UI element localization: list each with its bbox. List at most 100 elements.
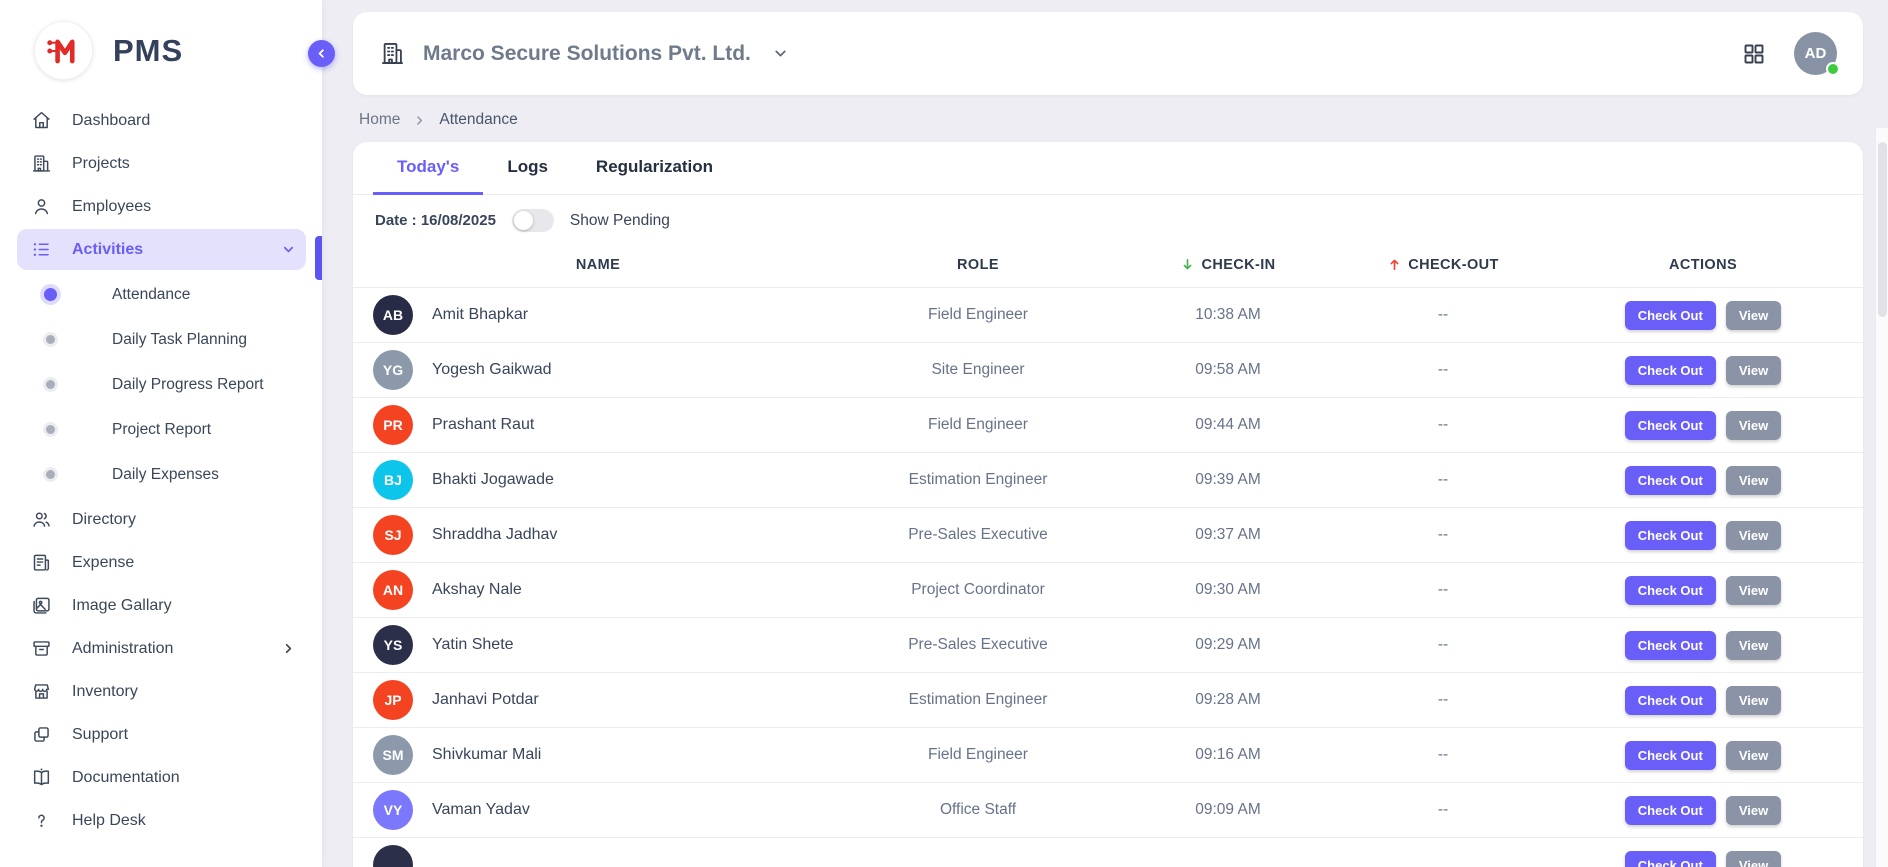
check-out-button[interactable]: Check Out [1624, 575, 1716, 605]
checkin-time: 09:29 AM [1195, 636, 1261, 653]
sidebar-item-projects[interactable]: Projects [17, 143, 306, 184]
sidebar-subitem-daily-task-planning[interactable]: Daily Task Planning [0, 317, 322, 362]
date-label: Date : 16/08/2025 [375, 212, 496, 229]
sidebar-item-label: Image Gallary [72, 596, 172, 614]
scrollbar-thumb[interactable] [1878, 142, 1887, 317]
table-row: YS Yatin Shete Pre-Sales Executive 09:29… [353, 618, 1863, 673]
sidebar-item-directory[interactable]: Directory [17, 499, 306, 540]
table-header: NAME ROLE CHECK-IN CHECK-OUT ACTIONS [353, 242, 1863, 288]
archive-icon [31, 638, 52, 659]
sidebar-item-employees[interactable]: Employees [17, 186, 306, 227]
app-logo: PMS [0, 0, 322, 96]
employee-role: Office Staff [939, 801, 1017, 818]
check-out-button[interactable]: Check Out [1624, 465, 1716, 495]
view-button[interactable]: View [1725, 465, 1782, 495]
employee-role: Estimation Engineer [908, 471, 1048, 488]
row-avatar: VY [373, 790, 413, 830]
header-checkin[interactable]: CHECK-IN [1133, 257, 1323, 273]
sidebar-item-activities[interactable]: Activities [17, 229, 306, 270]
apps-grid-icon[interactable] [1742, 42, 1766, 66]
row-avatar [373, 845, 413, 867]
view-button[interactable]: View [1725, 740, 1782, 770]
checkin-time: 09:39 AM [1195, 471, 1261, 488]
bullet-dot-icon [43, 288, 57, 301]
table-row: YG Yogesh Gaikwad Site Engineer 09:58 AM… [353, 343, 1863, 398]
show-pending-label: Show Pending [569, 211, 670, 229]
user-avatar[interactable]: AD [1794, 32, 1840, 76]
breadcrumb-home[interactable]: Home [359, 111, 401, 128]
breadcrumb: Home Attendance [359, 111, 1863, 129]
table-body: AB Amit Bhapkar Field Engineer 10:38 AM … [353, 288, 1863, 867]
table-row: VY Vaman Yadav Office Staff 09:09 AM -- … [353, 783, 1863, 838]
check-out-button[interactable]: Check Out [1624, 685, 1716, 715]
sidebar-subitem-project-report[interactable]: Project Report [0, 407, 322, 452]
check-out-button[interactable]: Check Out [1624, 630, 1716, 660]
checkin-time: 10:38 AM [1195, 306, 1261, 323]
check-out-button[interactable]: Check Out [1624, 850, 1716, 867]
sidebar-collapse-button[interactable] [308, 40, 335, 67]
check-out-button[interactable]: Check Out [1624, 355, 1716, 385]
sidebar-item-label: Projects [72, 154, 130, 172]
employee-role: Pre-Sales Executive [908, 636, 1048, 653]
tab-today-s[interactable]: Today's [373, 142, 484, 195]
checkin-time: 09:44 AM [1195, 416, 1261, 433]
check-out-button[interactable]: Check Out [1624, 740, 1716, 770]
employee-name: Yatin Shete [432, 636, 514, 653]
view-button[interactable]: View [1725, 355, 1782, 385]
sidebar: PMS Dashboard Projects Employees Activities… [0, 0, 335, 867]
sidebar-item-administration[interactable]: Administration [17, 628, 306, 669]
checkin-time: 09:09 AM [1195, 801, 1261, 818]
sidebar-item-label: Support [72, 725, 129, 743]
main-area: Marco Secure Solutions Pvt. Ltd. AD Home… [322, 0, 1888, 867]
header-checkout[interactable]: CHECK-OUT [1323, 257, 1563, 273]
scrollbar-track[interactable] [1875, 128, 1888, 867]
show-pending-toggle[interactable] [511, 209, 554, 232]
checkout-time: -- [1437, 416, 1449, 433]
sidebar-item-expense[interactable]: Expense [17, 542, 306, 583]
view-button[interactable]: View [1725, 410, 1782, 440]
sidebar-subitem-attendance[interactable]: Attendance [0, 272, 322, 317]
view-button[interactable]: View [1725, 685, 1782, 715]
row-avatar: SJ [373, 515, 413, 555]
row-avatar: YS [373, 625, 413, 665]
sidebar-item-label: Directory [72, 510, 137, 528]
employee-role: Field Engineer [928, 306, 1028, 323]
view-button[interactable]: View [1725, 795, 1782, 825]
company-name: Marco Secure Solutions Pvt. Ltd. [423, 41, 751, 65]
sort-up-icon [1387, 257, 1402, 272]
employee-name: Yogesh Gaikwad [432, 361, 552, 378]
view-button[interactable]: View [1725, 575, 1782, 605]
check-out-button[interactable]: Check Out [1624, 410, 1716, 440]
view-button[interactable]: View [1725, 300, 1782, 330]
sidebar-item-help-desk[interactable]: Help Desk [17, 800, 306, 841]
employee-name: Shraddha Jadhav [432, 526, 558, 543]
check-out-button[interactable]: Check Out [1624, 795, 1716, 825]
table-row: Check Out View [353, 838, 1863, 867]
sidebar-item-label: Dashboard [72, 111, 151, 129]
sidebar-item-label: Activities [72, 240, 144, 258]
employee-role: Site Engineer [931, 361, 1025, 378]
check-out-button[interactable]: Check Out [1624, 300, 1716, 330]
sidebar-item-inventory[interactable]: Inventory [17, 671, 306, 712]
view-button[interactable]: View [1725, 630, 1782, 660]
store-icon [31, 681, 52, 702]
sidebar-item-support[interactable]: Support [17, 714, 306, 755]
sidebar-item-image-gallary[interactable]: Image Gallary [17, 585, 306, 626]
tab-logs[interactable]: Logs [507, 157, 548, 176]
row-avatar: BJ [373, 460, 413, 500]
sidebar-item-documentation[interactable]: Documentation [17, 757, 306, 798]
view-button[interactable]: View [1725, 850, 1782, 867]
employee-role: Field Engineer [928, 746, 1028, 763]
checkout-time: -- [1437, 581, 1449, 598]
company-selector[interactable]: Marco Secure Solutions Pvt. Ltd. [379, 40, 789, 67]
active-section-indicator [315, 236, 322, 280]
sidebar-subitem-daily-progress-report[interactable]: Daily Progress Report [0, 362, 322, 407]
checkout-time: -- [1437, 361, 1449, 378]
bullet-dot-icon [45, 470, 55, 479]
view-button[interactable]: View [1725, 520, 1782, 550]
sidebar-item-dashboard[interactable]: Dashboard [17, 100, 306, 141]
sidebar-subitem-daily-expenses[interactable]: Daily Expenses [0, 452, 322, 497]
toggle-knob [513, 211, 533, 230]
check-out-button[interactable]: Check Out [1624, 520, 1716, 550]
tab-regularization[interactable]: Regularization [595, 157, 714, 176]
